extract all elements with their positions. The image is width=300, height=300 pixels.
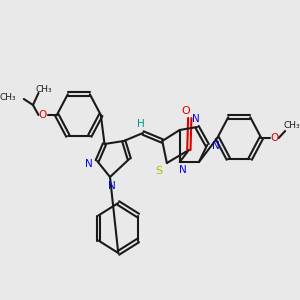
Text: O: O (182, 106, 190, 116)
Text: N: N (108, 181, 116, 191)
Text: O: O (270, 133, 278, 143)
Text: CH₃: CH₃ (283, 122, 300, 130)
Text: O: O (38, 110, 46, 120)
Text: N: N (85, 159, 93, 169)
Text: CH₃: CH₃ (0, 94, 16, 103)
Text: H: H (137, 119, 145, 129)
Text: S: S (155, 166, 162, 176)
Text: N: N (212, 141, 219, 151)
Text: N: N (178, 165, 186, 175)
Text: N: N (192, 114, 200, 124)
Text: CH₃: CH₃ (36, 85, 52, 94)
